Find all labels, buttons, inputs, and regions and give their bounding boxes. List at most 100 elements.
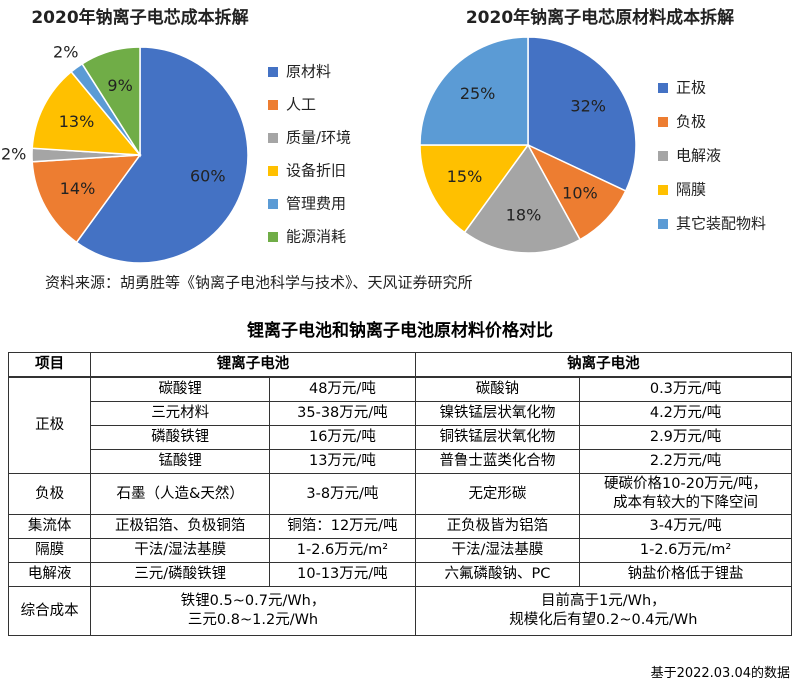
table-cell: 35-38万元/吨 <box>269 401 416 426</box>
legend-swatch <box>268 199 278 209</box>
header-row: 项目 锂离子电池 钠离子电池 <box>7 352 793 378</box>
charts: 资料来源：胡勇胜等《钠离子电池科学与技术》、天风证券研究所 2020年钠离子电芯… <box>1 7 766 292</box>
legend-swatch <box>658 151 668 161</box>
table-row: 集流体 正极铝箔、负极铜箔 铜箔：12万元/吨 正负极皆为铝箔 3-4万元/吨 <box>7 514 792 539</box>
legend-label: 正极 <box>676 79 706 97</box>
cell-line: 规模化后有望0.2~0.4元/Wh <box>509 612 698 628</box>
table-cell: 普鲁士蓝类化合物 <box>414 449 581 474</box>
legend-swatch <box>268 133 278 143</box>
pie-slice <box>31 70 142 156</box>
pie-slice <box>527 36 637 192</box>
item-cell: 集流体 <box>7 514 92 539</box>
table-cell: 石墨（人造&天然） <box>90 473 271 515</box>
table-cell: 钠盐价格低于锂盐 <box>579 562 792 587</box>
table-cell: 碳酸锂 <box>90 376 271 402</box>
table-cell: 铜铁锰层状氧化物 <box>414 425 581 450</box>
table-row: 锰酸锂 13万元/吨 普鲁士蓝类化合物 2.2万元/吨 <box>9 449 792 474</box>
data-label: 2% <box>53 42 78 61</box>
table-row: 综合成本 铁锂0.5~0.7元/Wh， 三元0.8~1.2元/Wh 目前高于1元/Wh… <box>7 586 793 636</box>
table-cell: 铜箔：12万元/吨 <box>269 514 416 539</box>
table-cell: 0.3万元/吨 <box>579 376 792 402</box>
item-cell: 隔膜 <box>7 538 92 563</box>
legend-swatch <box>658 219 668 229</box>
table-row: 负极 石墨（人造&天然） 3-8万元/吨 无定形碳 硬碳价格10-20万元/吨， 成本有较… <box>7 473 792 515</box>
legend-swatch <box>268 166 278 176</box>
item-cell: 电解液 <box>7 562 92 587</box>
data-label: 32% <box>570 96 606 115</box>
table-cell: 无定形碳 <box>414 473 581 515</box>
legend-label: 管理费用 <box>286 195 346 213</box>
table-cell: 三元材料 <box>90 401 271 426</box>
data-label: 13% <box>59 112 95 131</box>
legend-label: 隔膜 <box>676 181 706 199</box>
legend-label: 负极 <box>676 113 706 131</box>
legend-label: 其它装配物料 <box>676 215 766 233</box>
table-cell: 镍铁锰层状氧化物 <box>414 401 581 426</box>
header-cell: 钠离子电池 <box>414 352 793 378</box>
pie-slice <box>31 154 142 244</box>
data-label: 18% <box>506 206 542 225</box>
legend-swatch <box>658 117 668 127</box>
chart-title: 2020年钠离子电芯原材料成本拆解 <box>466 7 734 28</box>
data-label: 10% <box>562 183 598 202</box>
cell-line: 硬碳价格10-20万元/吨， <box>604 476 768 492</box>
item-cell: 综合成本 <box>7 586 92 636</box>
data-label: 15% <box>447 167 483 186</box>
legend-swatch <box>658 185 668 195</box>
table-cell: 硬碳价格10-20万元/吨， 成本有较大的下降空间 <box>579 473 792 515</box>
table-row: 电解液 三元/磷酸铁锂 10-13万元/吨 六氟磷酸钠、PC 钠盐价格低于锂盐 <box>7 562 792 587</box>
legend-label: 能源消耗 <box>286 228 346 246</box>
legend-label: 原材料 <box>286 63 331 81</box>
legend-label: 人工 <box>286 96 316 114</box>
data-label: 9% <box>107 76 132 95</box>
table-cell: 干法/湿法基膜 <box>90 538 271 563</box>
table-cell: 碳酸钠 <box>414 376 581 402</box>
header-cell: 项目 <box>7 352 92 378</box>
chart-title: 2020年钠离子电芯成本拆解 <box>31 7 248 28</box>
data-label: 2% <box>1 145 26 164</box>
table-cell: 三元/磷酸铁锂 <box>90 562 271 587</box>
item-cell: 负极 <box>7 473 92 515</box>
table-cell: 3-8万元/吨 <box>269 473 416 515</box>
header-cell: 锂离子电池 <box>90 352 416 378</box>
table-cell: 1-2.6万元/m² <box>579 538 792 563</box>
table-cell: 13万元/吨 <box>269 449 416 474</box>
data-label: 60% <box>190 167 226 186</box>
legend-swatch <box>268 100 278 110</box>
cell-line: 成本有较大的下降空间 <box>613 495 759 511</box>
table-title: 锂离子电池和钠离子电池原材料价格对比 <box>247 321 553 341</box>
table-cell: 正负极皆为铝箔 <box>414 514 581 539</box>
table-cell: 16万元/吨 <box>269 425 416 450</box>
pie-slice <box>81 46 141 158</box>
pie-slice <box>419 144 530 234</box>
legend-label: 设备折旧 <box>286 162 346 180</box>
data-label: 25% <box>460 84 496 103</box>
table-cell: 目前高于1元/Wh， 规模化后有望0.2~0.4元/Wh <box>414 586 793 636</box>
table-cell: 3-4万元/吨 <box>579 514 792 539</box>
table-cell: 2.2万元/吨 <box>579 449 792 474</box>
table-cell: 48万元/吨 <box>269 376 416 402</box>
pie-slice <box>75 46 249 264</box>
footnote: 基于2022.03.04的数据 <box>650 666 790 681</box>
table-cell: 干法/湿法基膜 <box>414 538 581 563</box>
table-row: 三元材料 35-38万元/吨 镍铁锰层状氧化物 4.2万元/吨 <box>9 401 792 426</box>
legend-label: 质量/环境 <box>286 129 351 147</box>
data-label: 14% <box>60 179 96 198</box>
table-row: 隔膜 干法/湿法基膜 1-2.6万元/m² 干法/湿法基膜 1-2.6万元/m² <box>7 538 792 563</box>
pie-slice <box>463 143 582 254</box>
legend-swatch <box>268 232 278 242</box>
table-cell: 磷酸铁锂 <box>90 425 271 450</box>
pie-slice <box>419 36 529 146</box>
table-cell: 2.9万元/吨 <box>579 425 792 450</box>
table-row: 磷酸铁锂 16万元/吨 铜铁锰层状氧化物 2.9万元/吨 <box>9 425 792 450</box>
legend-label: 电解液 <box>676 147 721 165</box>
table-cell: 铁锂0.5~0.7元/Wh， 三元0.8~1.2元/Wh <box>90 586 416 636</box>
table-cell: 正极铝箔、负极铜箔 <box>90 514 271 539</box>
legend-swatch <box>658 83 668 93</box>
legend-swatch <box>268 67 278 77</box>
cell-line: 目前高于1元/Wh， <box>541 593 666 609</box>
table-cell: 六氟磷酸钠、PC <box>414 562 581 587</box>
table-cell: 4.2万元/吨 <box>579 401 792 426</box>
table-cell: 1-2.6万元/m² <box>269 538 416 563</box>
